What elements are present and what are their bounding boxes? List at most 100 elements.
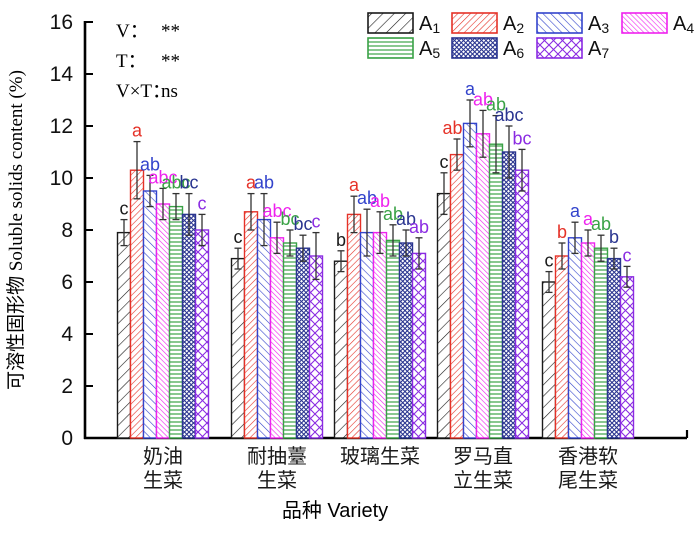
error-bar [146, 174, 154, 208]
bar-A4-玻璃生菜 [372, 231, 388, 439]
error-bar [185, 192, 193, 236]
error-bar [234, 247, 242, 270]
y-tick-label: 14 [50, 63, 74, 86]
legend-label-A4: A4 [673, 13, 694, 36]
bar-A5-玻璃生菜 [385, 239, 401, 439]
bar-A5-罗马直立生菜 [488, 143, 504, 439]
bar-A2-香港软尾生菜 [554, 255, 570, 439]
bar-A5-耐抽薹生菜 [282, 242, 298, 439]
error-bar [453, 138, 461, 171]
sig-letter: c [198, 193, 207, 213]
bar-A4-罗马直立生菜 [475, 133, 491, 439]
sig-letter: a [570, 201, 581, 221]
sig-letter: bc [280, 209, 299, 229]
stats-value: ** [161, 21, 180, 42]
error-bar [571, 221, 579, 255]
error-bar [558, 242, 566, 270]
bar-A3-罗马直立生菜 [462, 122, 478, 439]
error-bar [312, 231, 320, 281]
y-tick-label: 4 [61, 323, 73, 346]
sig-letter: a [583, 209, 594, 229]
bar-A2-耐抽薹生菜 [243, 211, 259, 439]
bar-A3-奶油生菜 [142, 190, 158, 439]
stats-label: V： [116, 21, 149, 42]
legend: A1 A2 A3 A4 A5 A6 A7 [367, 12, 694, 61]
bar-A1-香港软尾生菜 [541, 281, 557, 439]
error-bar [337, 250, 345, 273]
sig-letter: abc [494, 105, 523, 125]
error-bar [159, 187, 167, 221]
bar-A7-罗马直立生菜 [514, 169, 530, 439]
error-bar [623, 265, 631, 288]
sig-letter: ab [409, 217, 429, 237]
bar-A3-耐抽薹生菜 [256, 218, 272, 439]
error-bar [402, 229, 410, 257]
legend-swatch-A2 [451, 12, 498, 34]
sig-letter: bc [512, 128, 531, 148]
sig-letter: c [623, 245, 632, 265]
sig-letter: b [557, 222, 567, 242]
bar-A5-奶油生菜 [168, 205, 184, 439]
legend-swatch-A4 [621, 12, 668, 34]
bar-A7-玻璃生菜 [411, 252, 427, 439]
error-bar [545, 270, 553, 294]
sig-letter: ab [254, 173, 274, 193]
category-label: 罗马直立生菜 [453, 445, 513, 492]
error-bar [286, 229, 294, 257]
stats-label: V×T： [116, 81, 171, 102]
bar-A2-奶油生菜 [129, 169, 145, 439]
stats-label: T： [116, 51, 147, 72]
error-bar [492, 114, 500, 174]
bar-A7-香港软尾生菜 [619, 276, 635, 439]
bar-A1-玻璃生菜 [333, 260, 349, 439]
bar-A6-耐抽薹生菜 [295, 247, 311, 439]
legend-label-A2: A2 [503, 13, 524, 36]
error-bar [518, 148, 526, 192]
error-bar [440, 172, 448, 216]
sig-letter: b [336, 230, 346, 250]
bar-A1-罗马直立生菜 [436, 192, 452, 439]
error-bar [273, 221, 281, 255]
bar-A6-罗马直立生菜 [501, 151, 517, 439]
sig-letter: ab [383, 204, 403, 224]
legend-label-A3: A3 [588, 13, 609, 36]
bar-A6-奶油生菜 [181, 213, 197, 439]
error-bar [350, 195, 358, 234]
sig-letter: bc [179, 173, 198, 193]
bar-A7-耐抽薹生菜 [308, 255, 324, 439]
bar-A1-耐抽薹生菜 [230, 257, 246, 439]
bar-A5-香港软尾生菜 [593, 247, 609, 439]
error-bar [376, 211, 384, 255]
sig-letter: b [609, 227, 619, 247]
y-axis-title: 可溶性固形物 Soluble solids content (%) [5, 70, 27, 390]
y-tick-label: 6 [61, 271, 73, 294]
sig-letter: ab [473, 89, 493, 109]
stats-annotation: V： ** T： ** V×T：ns [116, 21, 180, 102]
category-label: 奶油生菜 [143, 445, 183, 492]
error-bar [584, 229, 592, 257]
x-axis-title: 品种 Variety [282, 499, 388, 522]
legend-swatch-A5 [367, 37, 414, 59]
stats-value: ** [161, 51, 180, 72]
bar-A3-香港软尾生菜 [567, 237, 583, 439]
category-label: 香港软尾生菜 [558, 445, 618, 492]
legend-swatch-A1 [367, 12, 414, 34]
error-bar [172, 192, 180, 221]
y-tick-label: 2 [61, 375, 73, 398]
sig-letter: ab [357, 188, 377, 208]
bar-A7-奶油生菜 [194, 229, 210, 439]
sig-letter: ab [370, 191, 390, 211]
stats-value: ns [161, 81, 178, 102]
error-bar [260, 192, 268, 247]
sig-letter: abc [161, 173, 190, 193]
y-tick-label: 8 [61, 219, 73, 242]
error-bar [466, 99, 474, 148]
error-bar [198, 213, 206, 247]
sig-letter: bc [293, 214, 312, 234]
bar-A4-香港软尾生菜 [580, 242, 596, 439]
sig-letter: c [440, 152, 449, 172]
